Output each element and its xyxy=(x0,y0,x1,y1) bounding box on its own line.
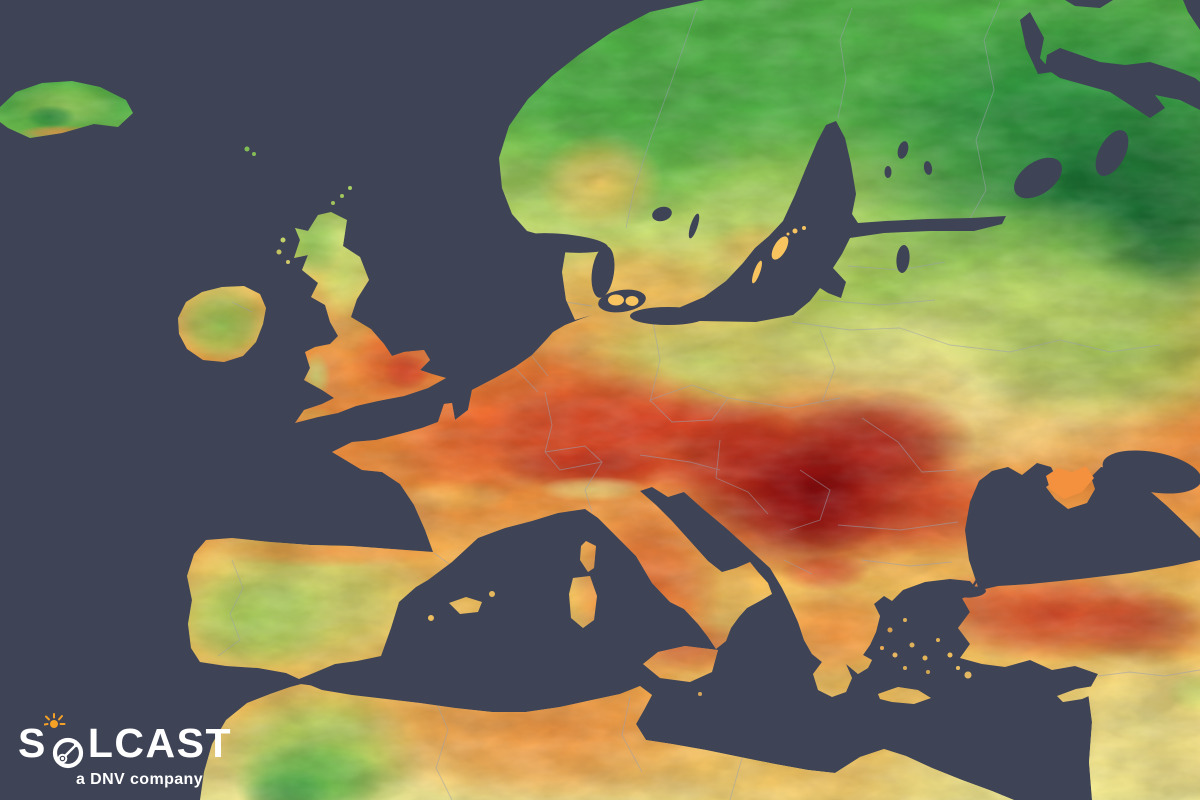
white-sea xyxy=(1045,48,1200,118)
kattegat-sea xyxy=(591,246,615,298)
border-ukraine-russia xyxy=(899,327,1161,353)
solcast-sun-dial-icon xyxy=(43,711,90,771)
border-poland-germany xyxy=(649,316,661,403)
lake-vattern xyxy=(688,213,700,239)
border-spain-portugal xyxy=(217,559,244,657)
gotland-island xyxy=(771,236,789,260)
border-sweden-finland xyxy=(837,7,853,119)
lake-vanern xyxy=(652,206,672,222)
finnish-lake xyxy=(884,166,892,178)
bosphorus-strait xyxy=(970,579,979,589)
border-austria-south xyxy=(639,454,721,471)
border-tunisia-libya xyxy=(729,757,743,800)
sea-of-azov xyxy=(1102,450,1200,494)
logo-text-after-icon: LCAST xyxy=(87,720,233,766)
border-norway-sweden xyxy=(625,7,698,229)
logo-text-before-icon: S xyxy=(18,720,47,766)
white-sea-arm xyxy=(1020,12,1052,74)
country-borders xyxy=(217,1,1200,800)
solcast-wordmark: S xyxy=(18,706,233,769)
dial-o-icon xyxy=(52,737,83,769)
lake-ladoga xyxy=(1014,157,1062,199)
border-finland-russia xyxy=(967,1,1001,223)
barents-fjord xyxy=(1065,0,1113,8)
border-ireland-ni xyxy=(231,301,253,313)
finnish-lake xyxy=(923,161,933,175)
border-serbia xyxy=(789,469,831,531)
funen-island xyxy=(625,296,639,306)
border-croatia-bosnia xyxy=(715,477,769,515)
border-algeria-tunisia xyxy=(621,696,643,773)
border-denmark-germany xyxy=(565,301,593,307)
aland-island xyxy=(802,226,806,230)
baltic-sea xyxy=(642,121,1006,322)
sea-overlays xyxy=(286,0,1200,689)
border-poland-slovakia xyxy=(727,397,841,409)
lake-onega xyxy=(1095,130,1129,176)
sun-icon xyxy=(43,713,66,728)
border-romania-ukraine xyxy=(861,417,957,473)
border-greece-bulgaria xyxy=(861,559,953,567)
solcast-logo: S xyxy=(18,706,232,789)
zealand-island xyxy=(608,294,624,306)
border-romania-bulgaria xyxy=(837,521,959,531)
islands-over-seas xyxy=(608,226,806,306)
border-lithuania-poland xyxy=(791,321,901,331)
border-albania xyxy=(783,559,813,575)
aland-island xyxy=(792,228,798,234)
border-morocco-algeria xyxy=(431,691,453,800)
dardanelles-strait xyxy=(950,593,968,603)
crimea-peninsula xyxy=(1046,466,1094,499)
oland-island xyxy=(752,260,762,284)
border-benelux xyxy=(514,355,549,393)
border-poland-east xyxy=(819,329,836,403)
gibraltar-strait xyxy=(286,677,335,689)
aland-island xyxy=(786,232,790,236)
lake-peipus xyxy=(896,245,910,273)
border-turkey-syria xyxy=(1097,669,1200,677)
border-hungary xyxy=(715,439,721,479)
border-latvia-lithuania xyxy=(819,299,936,306)
finnish-lake xyxy=(897,141,909,159)
border-czechia xyxy=(649,384,729,423)
border-france-italy xyxy=(584,461,603,513)
black-sea xyxy=(965,463,1200,589)
border-germany-france xyxy=(544,391,553,453)
barents-corner xyxy=(1183,0,1200,30)
skagerrak-sea xyxy=(516,233,608,253)
logo-tagline: a DNV company xyxy=(76,771,204,788)
